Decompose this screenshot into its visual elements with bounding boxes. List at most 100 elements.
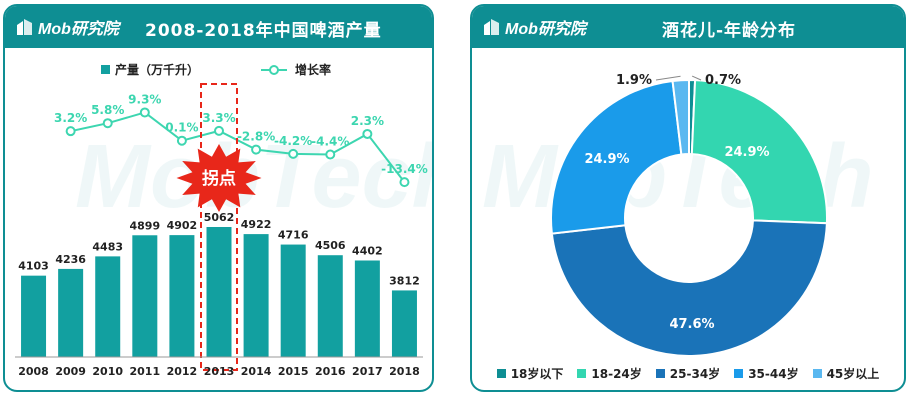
building-logo-icon (484, 19, 499, 35)
growth-value-label: -13.4% (381, 162, 428, 176)
growth-value-label: 3.3% (202, 111, 235, 125)
bar-value-label: 4236 (55, 253, 86, 266)
donut-slice (550, 219, 828, 357)
label-leader-line (691, 75, 702, 81)
bar-value-label: 3812 (389, 274, 420, 287)
chart-title: 酒花儿-年龄分布 (662, 21, 797, 41)
x-tick-label: 2013 (204, 365, 235, 378)
production-chart: 产量（万千升） 增长率 4103 4236 4483 4899 4902 5062 4922… (15, 62, 428, 378)
slice-value-label: 24.9% (724, 145, 769, 160)
bar (132, 235, 158, 357)
legend-item: 25-34岁 (655, 363, 721, 383)
panel-header: Mob研究院 2008-2018年中国啤酒产量 (5, 6, 432, 48)
x-tick-label: 2016 (315, 365, 346, 378)
bar (354, 260, 380, 357)
x-tick-label: 2014 (241, 365, 272, 378)
growth-value-label: 5.8% (91, 103, 124, 117)
highlight-2013: 拐点 (176, 83, 262, 371)
growth-point (288, 148, 299, 159)
growth-point (176, 135, 187, 146)
chart-title: 2008-2018年中国啤酒产量 (145, 21, 382, 41)
growth-value-label: -4.4% (311, 135, 349, 149)
bar-value-label: 4402 (352, 244, 383, 257)
building-logo-icon (17, 19, 32, 35)
legend-swatch (577, 368, 587, 378)
legend-swatch (812, 368, 822, 378)
logo-text: Mob研究院 (38, 21, 119, 38)
bar-value-label: 4716 (278, 229, 309, 242)
growth-point (325, 149, 336, 160)
growth-value-label: -2.8% (237, 130, 275, 144)
x-axis: 2008 2009 2010 2011 2012 2013 2014 2015 2016 2017… (15, 356, 423, 378)
growth-value-label: 3.2% (54, 111, 87, 125)
growth-point (65, 126, 76, 137)
legend-label: 25-34岁 (669, 366, 721, 381)
legend-swatch (655, 368, 665, 378)
growth-value-label: -4.2% (274, 134, 312, 148)
slice-value-label: 47.6% (669, 317, 714, 332)
bar-value-label: 4506 (315, 239, 346, 252)
legend-swatch (734, 368, 744, 378)
age-chart-panel: Mob研究院 酒花儿-年龄分布 MobTech 0.7% 24.9% 47.6% 24… (470, 4, 906, 392)
slice-value-label: 24.9% (584, 152, 629, 167)
bar (95, 256, 121, 357)
slice-value-label: 0.7% (705, 73, 741, 88)
growth-point (102, 118, 113, 129)
growth-value-label: 2.3% (351, 114, 384, 128)
legend-label: 45岁以上 (826, 366, 880, 381)
bar (391, 290, 417, 357)
legend-item: 45岁以上 (812, 363, 880, 383)
bar (206, 227, 232, 357)
donut-labels: 0.7% 24.9% 47.6% 24.9% 1.9% (584, 73, 769, 332)
legend-label: 18岁以下 (510, 366, 564, 381)
legend-label: 18-24岁 (591, 366, 642, 381)
legend-item: 18岁以下 (496, 363, 564, 383)
donut-slice (690, 79, 828, 225)
production-chart-panel: Mob研究院 2008-2018年中国啤酒产量 MobTech 产量（万千升） … (3, 4, 434, 392)
legend-bar-swatch (101, 65, 110, 74)
panel-header: Mob研究院 酒花儿-年龄分布 (472, 6, 904, 48)
x-tick-label: 2008 (18, 365, 49, 378)
bar-value-label: 4483 (92, 240, 123, 253)
growth-point (139, 107, 150, 118)
x-tick-label: 2017 (352, 365, 383, 378)
donut-slice (671, 78, 690, 156)
growth-point (214, 125, 224, 136)
growth-value-label: 0.1% (165, 121, 198, 135)
donut-slices (550, 78, 828, 357)
growth-value-label: 9.3% (128, 92, 161, 106)
bar-value-label: 4103 (18, 260, 49, 273)
growth-point (399, 177, 410, 188)
growth-point (362, 128, 373, 139)
bar-value-label: 4922 (241, 218, 272, 231)
legend-line-marker (269, 65, 279, 75)
growth-point (251, 144, 262, 155)
legend-bar-label: 产量（万千升） (115, 62, 199, 77)
bar (280, 244, 306, 357)
chart-legend: 产量（万千升） 增长率 (101, 62, 331, 77)
x-tick-label: 2012 (167, 365, 198, 378)
chart-legend: 18岁以下 18-24岁 25-34岁 35-44岁 45岁以上 (472, 363, 904, 383)
bar (21, 275, 47, 357)
bar (58, 268, 84, 357)
logo-text: Mob研究院 (505, 21, 586, 38)
x-tick-label: 2015 (278, 365, 309, 378)
x-tick-label: 2018 (389, 365, 420, 378)
mob-logo: Mob研究院 (15, 15, 119, 39)
bar-value-label: 4902 (167, 219, 198, 232)
slice-value-label: 1.9% (616, 73, 652, 88)
donut-slice (550, 79, 683, 235)
bar-value-label: 5062 (204, 211, 235, 224)
legend-item: 35-44岁 (734, 363, 799, 383)
bar-value-label: 4899 (130, 219, 161, 232)
legend-item: 18-24岁 (577, 363, 642, 383)
bar (243, 234, 269, 357)
legend-line-label: 增长率 (295, 62, 331, 77)
legend-swatch (496, 368, 506, 378)
bars: 4103 4236 4483 4899 4902 5062 4922 4716 4506 4402… (18, 211, 420, 357)
bar (317, 255, 343, 357)
bar (169, 235, 195, 357)
callout-label: 拐点 (202, 168, 236, 189)
x-tick-label: 2009 (55, 365, 86, 378)
callout-starburst (176, 144, 262, 212)
